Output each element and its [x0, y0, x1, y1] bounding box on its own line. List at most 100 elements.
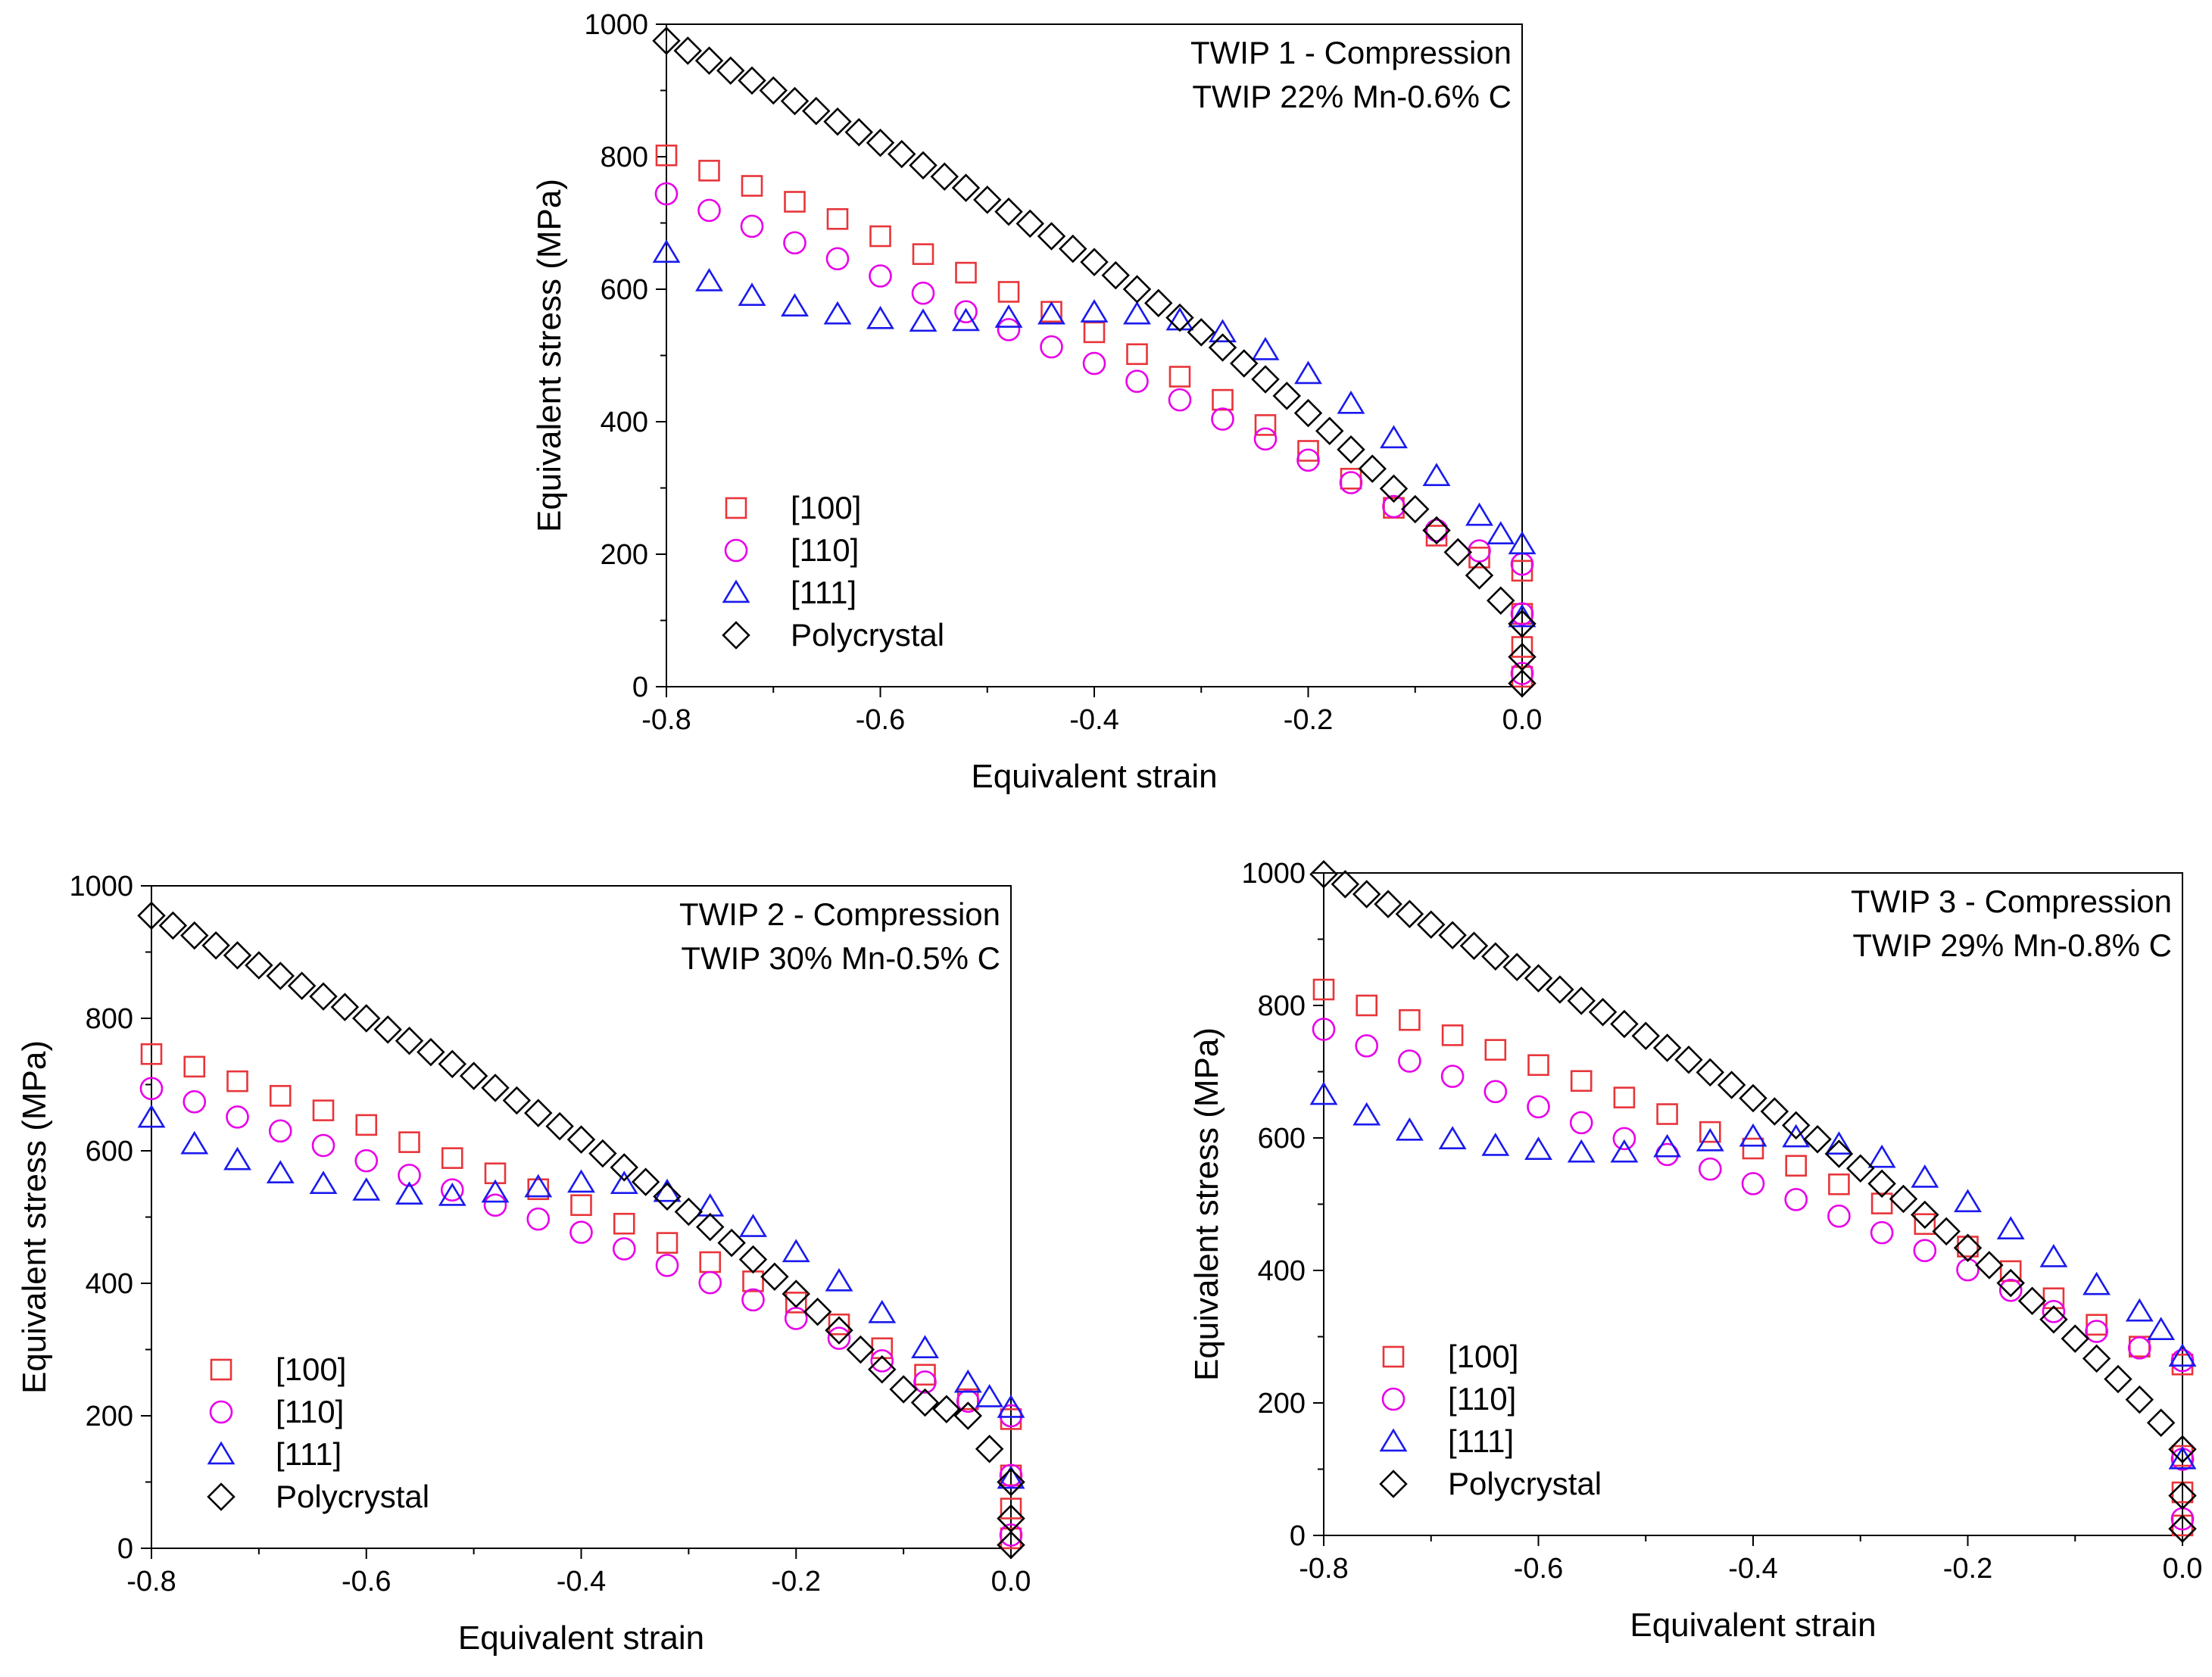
chart-3-point	[2168, 1343, 2197, 1367]
chart-2-y-tick-label: 600	[86, 1136, 133, 1167]
chart-1-point	[1083, 321, 1106, 344]
chart-1-point	[802, 96, 831, 126]
chart-1-point	[783, 231, 806, 255]
chart-2-point	[975, 1435, 1004, 1463]
chart-3-point	[1331, 870, 1360, 899]
chart-3-point	[1567, 1139, 1596, 1163]
chart-3-legend-marker	[1379, 1470, 1408, 1498]
chart-3-point	[1459, 931, 1489, 960]
chart-1-point	[1296, 448, 1320, 472]
chart-1-point	[1294, 360, 1322, 385]
chart-2-point	[569, 1220, 593, 1244]
chart-2-point	[782, 1239, 810, 1263]
chart-1-legend-marker	[724, 538, 748, 563]
chart-3-point	[1699, 1121, 1721, 1143]
chart-3-point	[1956, 1258, 1980, 1282]
chart-3-legend-marker	[1382, 1345, 1405, 1368]
chart-2-point	[395, 1181, 423, 1205]
chart-3-point	[1785, 1155, 1807, 1177]
chart-1-point	[973, 185, 1002, 214]
chart-1-point	[1123, 301, 1151, 325]
chart-1-point	[654, 182, 679, 206]
chart-3-point	[2061, 1324, 2089, 1353]
chart-1-point	[1443, 538, 1472, 567]
chart-2-title: TWIP 2 - Compression	[679, 896, 1000, 932]
chart-3-point	[1867, 1144, 1896, 1168]
chart-3-point	[1481, 942, 1510, 971]
chart-2-point	[566, 1125, 596, 1154]
chart-3-legend-label: [100]	[1448, 1339, 1518, 1374]
chart-1-x-tick-label: 0.0	[1502, 704, 1543, 736]
chart-2-point	[610, 1170, 638, 1195]
chart-2-point	[785, 1292, 807, 1314]
chart-1-point	[1168, 388, 1192, 412]
chart-3-point	[1484, 1080, 1508, 1104]
chart-3-legend: [100] [110] [111] Polycrystal	[1379, 1339, 1602, 1501]
chart-3-point	[1911, 1200, 1939, 1230]
chart-2-point	[459, 1061, 488, 1090]
chart-1-point	[909, 308, 938, 332]
chart-3-point	[1889, 1184, 1918, 1214]
chart-3-x-axis-title: Equivalent strain	[1630, 1607, 1876, 1644]
chart-2-x-axis-title: Equivalent strain	[458, 1619, 704, 1657]
chart-3-point	[2085, 1320, 2108, 1343]
chart-1-point	[866, 128, 895, 157]
chart-3-y-axis-title: Equivalent stress (MPa)	[1188, 1027, 1225, 1381]
chart-2-point	[570, 1194, 592, 1217]
chart-1-point	[1212, 388, 1234, 411]
chart-1-point	[1508, 531, 1537, 555]
chart-3-point	[1652, 1033, 1682, 1062]
chart-1-point	[912, 243, 934, 265]
chart-2-legend-label: [110]	[276, 1394, 344, 1429]
chart-1-point	[911, 281, 935, 305]
chart-1-point	[1253, 427, 1278, 451]
chart-2-point	[438, 1183, 466, 1206]
chart-3-point	[2168, 1481, 2197, 1510]
chart-3-point	[1674, 1046, 1703, 1074]
chart-3-point	[1998, 1278, 2023, 1302]
chart-2-point	[180, 921, 209, 950]
chart-2-point	[567, 1169, 595, 1193]
chart-2-point	[287, 971, 317, 1000]
chart-1-x-tick-label: -0.8	[641, 704, 691, 736]
chart-2-x-tick-label: -0.8	[126, 1566, 176, 1598]
chart-2-point	[137, 1104, 166, 1128]
chart-2-x-tick-label: -0.4	[557, 1566, 606, 1598]
chart-3-point	[1913, 1239, 1937, 1263]
chart-3-point	[2168, 1435, 2197, 1463]
chart-1-point	[1209, 319, 1237, 343]
chart-3-point	[2170, 1348, 2195, 1373]
chart-1-point	[1379, 474, 1409, 503]
chart-3-point	[1996, 1216, 2025, 1240]
chart-1-point	[738, 282, 766, 307]
chart-3-point	[2039, 1244, 2068, 1267]
chart-1-point	[1422, 516, 1451, 545]
chart-2-x-tick-label: -0.2	[772, 1566, 821, 1598]
chart-3-point	[1438, 921, 1467, 949]
chart-1-point	[1297, 440, 1319, 462]
chart-3-point	[2147, 1317, 2176, 1341]
chart-2-point	[502, 1086, 532, 1115]
chart-1-point	[1511, 560, 1533, 582]
chart-1-point	[697, 198, 721, 223]
chart-3-point	[1527, 1095, 1550, 1119]
chart-3-y-tick-label: 1000	[1241, 858, 1306, 890]
chart-2-point	[481, 1179, 510, 1203]
chart-2-point	[545, 1111, 574, 1141]
chart-3-point	[1717, 1071, 1746, 1099]
chart-3-point	[1699, 1157, 1722, 1181]
chart-1-point	[1358, 454, 1387, 483]
chart-2-point	[825, 1267, 853, 1292]
chart-2-legend-label: [100]	[276, 1351, 346, 1387]
chart-2-x-tick-label: 0.0	[991, 1566, 1031, 1598]
chart-1-point	[952, 307, 980, 332]
chart-3-point	[1656, 1103, 1678, 1125]
chart-3-point	[2042, 1299, 2066, 1323]
chart-1-point	[823, 107, 852, 136]
chart-2-point	[441, 1147, 463, 1169]
chart-3-point	[1696, 1127, 1724, 1152]
chart-1-point	[955, 261, 977, 284]
chart-1-point	[1272, 382, 1301, 410]
chart-1-point	[1510, 602, 1534, 626]
chart-3-legend-label: Polycrystal	[1448, 1466, 1602, 1501]
